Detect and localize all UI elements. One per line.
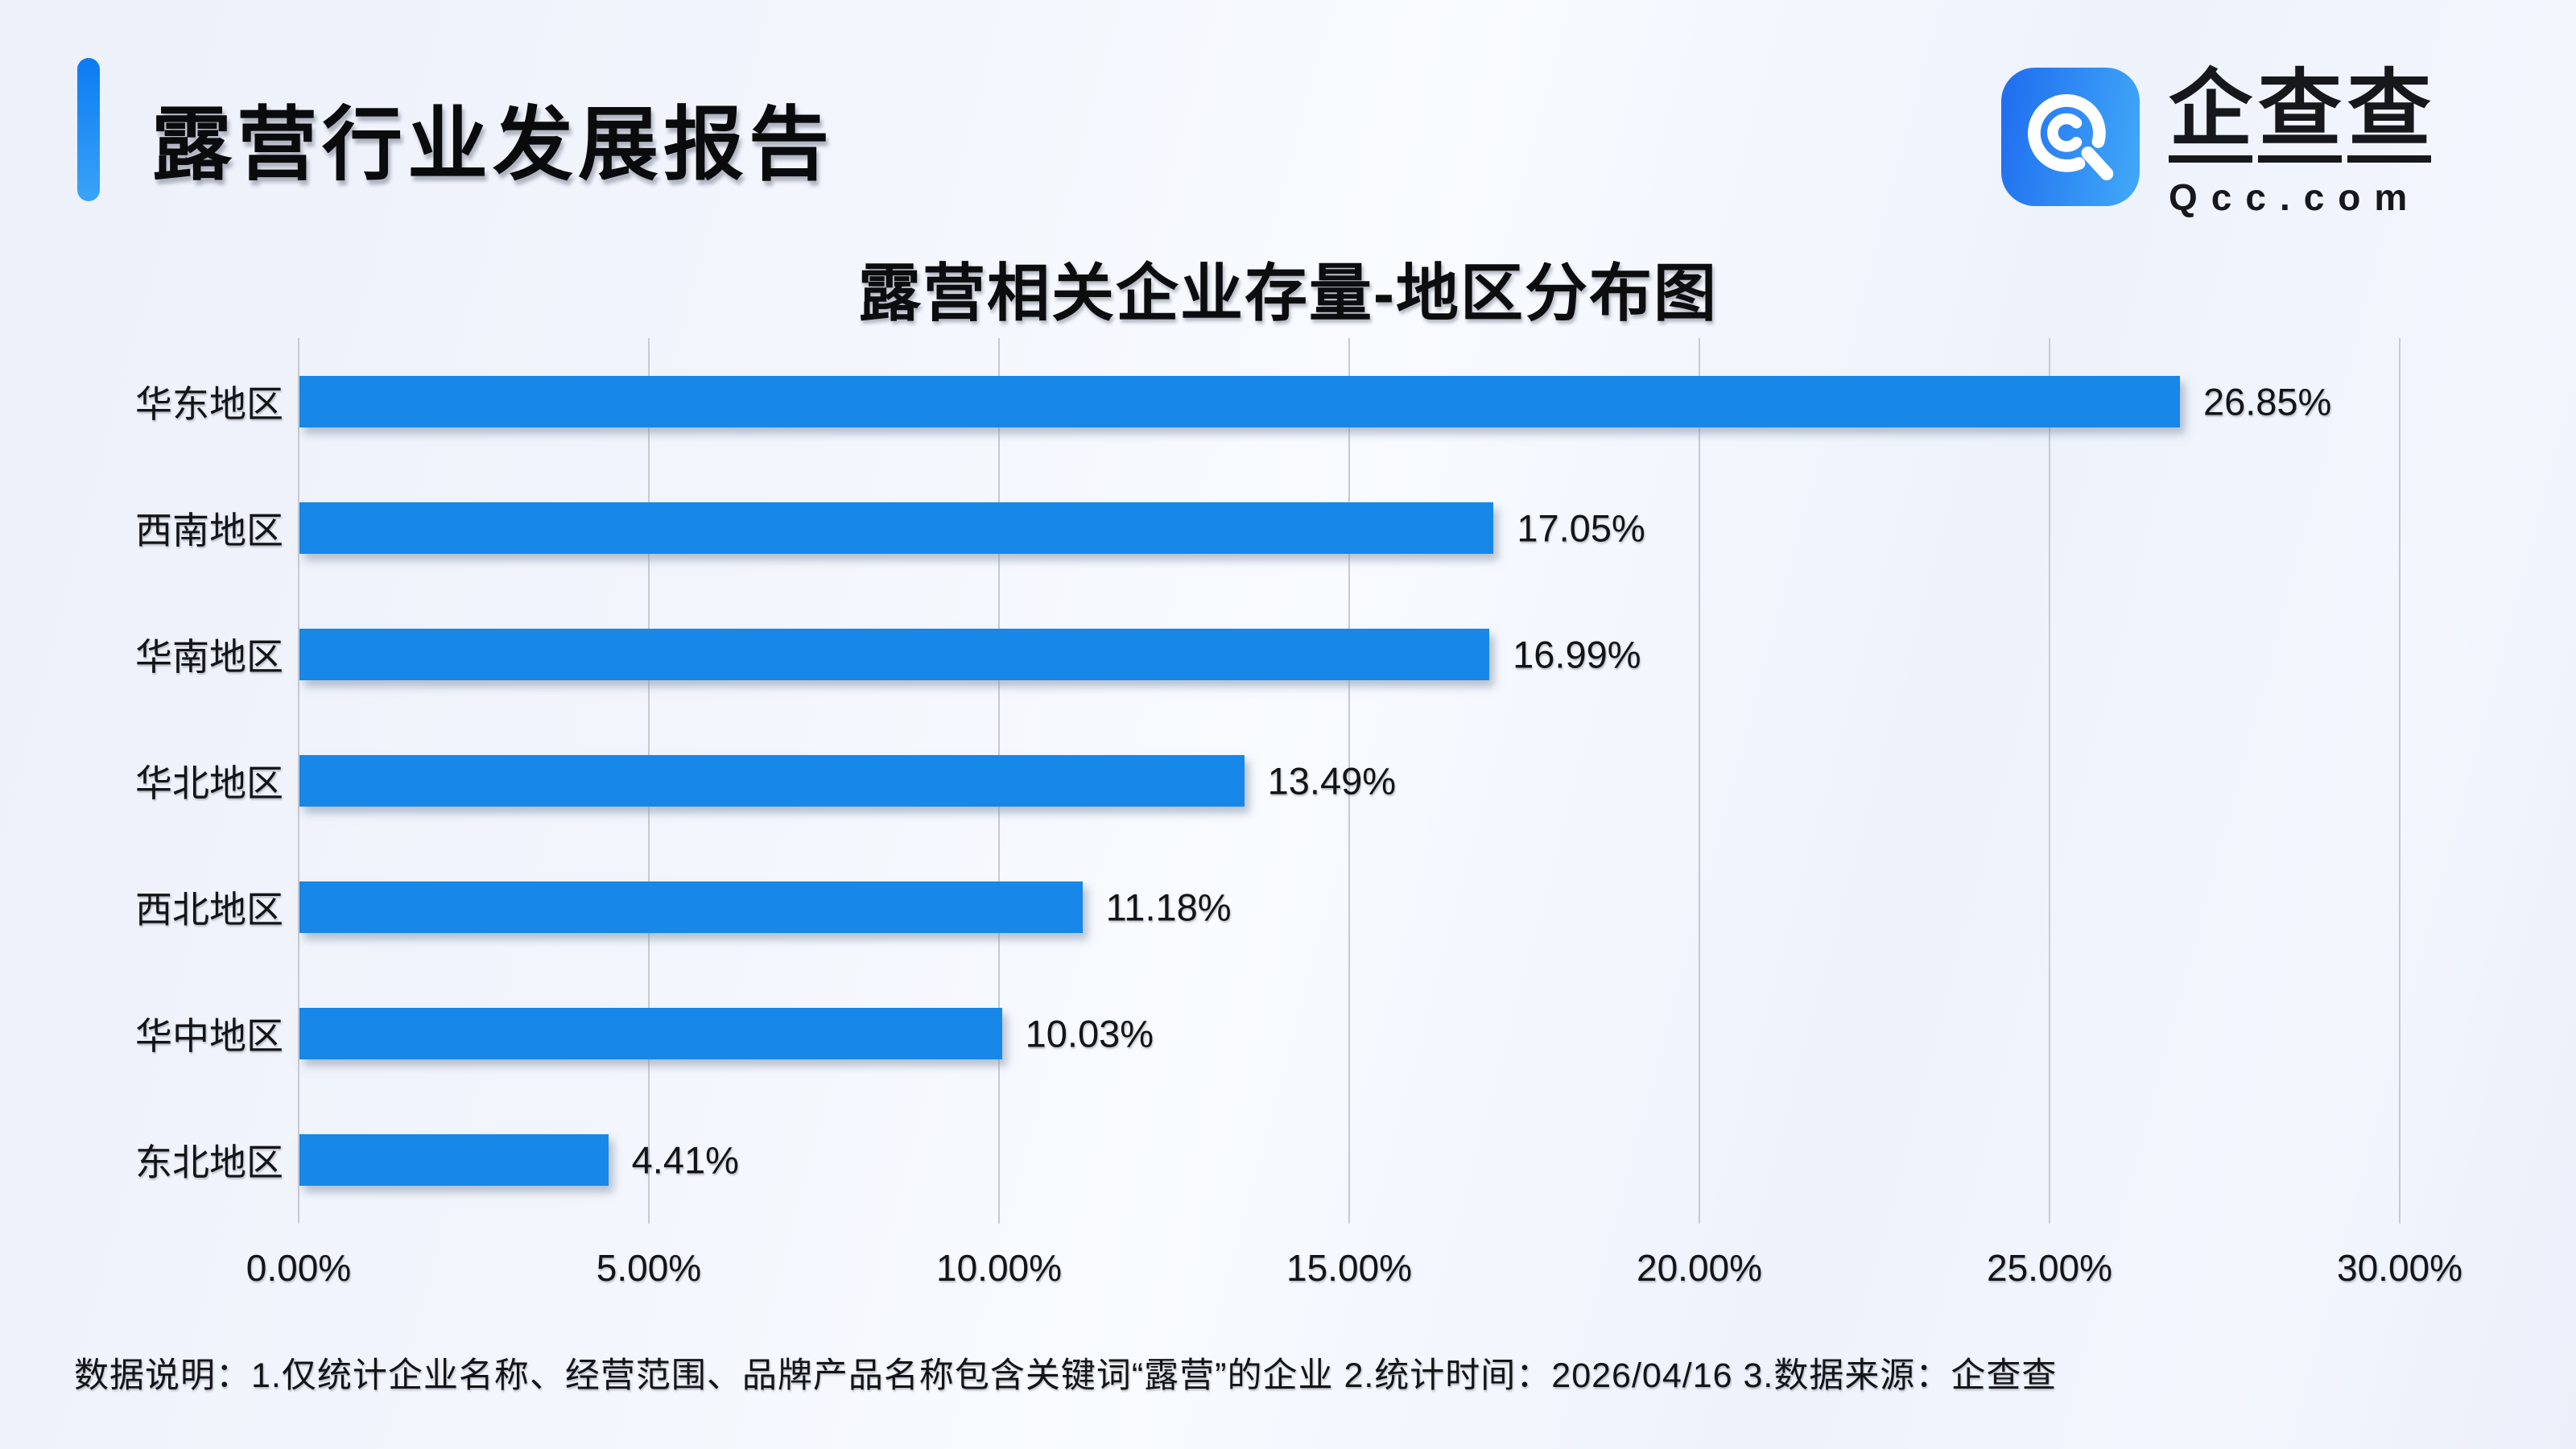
category-label: 华东地区 — [135, 382, 283, 425]
category-label: 东北地区 — [135, 1141, 283, 1184]
bar — [299, 1134, 609, 1187]
category-label: 西南地区 — [135, 509, 283, 551]
x-tick-label: 10.00% — [935, 1247, 1063, 1289]
qcc-logo: 企查查 Qcc.com — [2001, 68, 2437, 219]
gridline — [1348, 338, 1350, 1224]
category-label: 西北地区 — [135, 889, 283, 931]
x-tick-label: 25.00% — [1986, 1247, 2113, 1289]
footnote: 数据说明：1.仅统计企业名称、经营范围、品牌产品名称包含关键词“露营”的企业 2… — [74, 1356, 2058, 1395]
bar — [299, 502, 1494, 554]
title-accent-bar — [77, 58, 100, 201]
value-label: 4.41% — [631, 1138, 739, 1182]
x-axis: 0.00% 5.00% 10.00% 15.00% 20.00% 25.00% 30.00% — [246, 1246, 2462, 1302]
qcc-logo-text: 企查查 Qcc.com — [2169, 68, 2437, 219]
category-axis: 华东地区西南地区华南地区华北地区西北地区华中地区东北地区 — [64, 338, 283, 1224]
category-label: 华中地区 — [135, 1015, 283, 1058]
category-label: 华北地区 — [135, 762, 283, 804]
value-label: 10.03% — [1025, 1012, 1154, 1055]
x-tick-label: 30.00% — [2336, 1247, 2463, 1289]
bar — [299, 375, 2180, 427]
qcc-magnifier-q-icon — [2001, 68, 2140, 206]
logo-name-char: 查 — [2347, 68, 2432, 163]
logo-name-char: 查 — [2258, 68, 2343, 163]
bar — [299, 755, 1245, 807]
bar — [299, 881, 1083, 934]
bar — [299, 1008, 1002, 1060]
plot-area: 26.85% 17.05% 16.99% 13.49% 11.18% 10.03% 4.41… — [298, 338, 2401, 1224]
x-tick-label: 20.00% — [1636, 1247, 1763, 1289]
value-label: 16.99% — [1513, 633, 1641, 676]
x-tick-label: 5.00% — [596, 1247, 702, 1289]
gridline — [298, 338, 299, 1224]
x-tick-label: 0.00% — [246, 1247, 352, 1289]
logo-domain: Qcc.com — [2169, 176, 2421, 218]
gridline — [2049, 338, 2050, 1224]
chart-title: 露营相关企业存量-地区分布图 — [858, 258, 1718, 328]
gridline — [2399, 338, 2401, 1224]
x-tick-label: 15.00% — [1286, 1247, 1413, 1289]
logo-name-char: 企 — [2169, 68, 2253, 163]
value-label: 11.18% — [1105, 886, 1232, 929]
value-label: 26.85% — [2202, 380, 2332, 423]
logo-name: 企查查 — [2169, 68, 2437, 163]
value-label: 13.49% — [1267, 759, 1397, 803]
gridline — [1699, 338, 1700, 1224]
value-label: 17.05% — [1517, 506, 1645, 550]
report-title: 露营行业发展报告 — [151, 100, 834, 190]
category-label: 华南地区 — [135, 635, 283, 678]
bar — [299, 628, 1490, 680]
